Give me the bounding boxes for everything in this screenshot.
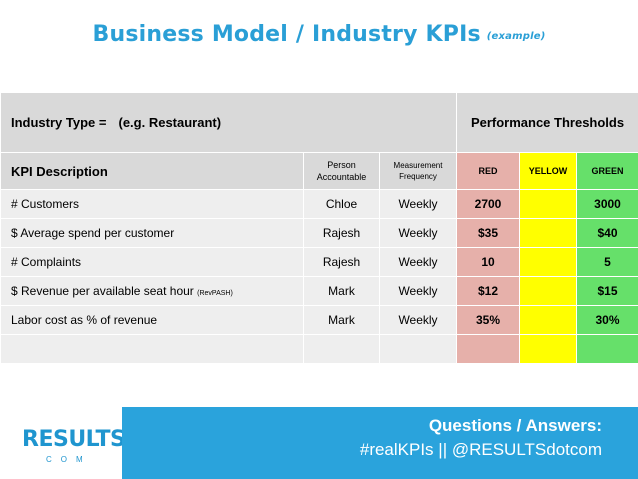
kpi-text: # Customers [11,197,80,211]
empty-cell-red [456,334,520,364]
column-kpi-description: KPI Description [0,152,304,190]
threshold-green: $40 [575,218,638,248]
threshold-red: $12 [456,276,520,306]
person-accountable: Chloe [303,189,380,219]
logo-wordmark: RESULTS [22,427,126,452]
industry-type-cell: Industry Type = (e.g. Restaurant) [0,92,457,153]
industry-value: (e.g. Restaurant) [118,115,222,130]
kpi-text: $ Revenue per available seat hour [11,284,194,298]
kpi-text: # Complaints [11,255,82,269]
person-accountable: Mark [303,305,380,335]
banner-line1: Questions / Answers: [428,416,602,435]
kpi-note: (RevPASH) [197,290,233,297]
empty-cell [303,334,380,364]
page-title: Business Model / Industry KPIs (example) [0,22,638,47]
title-text: Business Model / Industry KPIs [92,22,481,47]
empty-cell-green [575,334,638,364]
threshold-yellow [519,189,577,219]
kpi-description: $ Average spend per customer [0,218,304,248]
column-header-row: KPI Description Person Accountable Measu… [0,152,638,190]
logo-subtext: COM [46,455,92,464]
threshold-green: 30% [575,305,638,335]
threshold-green: 5 [575,247,638,277]
column-freq-line2: Frequency [399,172,437,181]
thresholds-header: Performance Thresholds [455,92,638,153]
column-green: GREEN [575,152,638,190]
table-row: Labor cost as % of revenue Mark Weekly 3… [0,305,638,335]
empty-cell [379,334,457,364]
empty-cell [0,334,304,364]
person-accountable: Rajesh [303,218,380,248]
person-accountable: Rajesh [303,247,380,277]
measurement-frequency: Weekly [379,247,457,277]
column-freq-line1: Measurement [393,161,443,170]
threshold-green: 3000 [575,189,638,219]
table-row: # Customers Chloe Weekly 2700 3000 [0,189,638,219]
table-row: # Complaints Rajesh Weekly 10 5 [0,247,638,277]
person-accountable: Mark [303,276,380,306]
table-row-empty [0,334,638,364]
column-person-line2: Accountable [316,172,367,182]
threshold-red: 10 [456,247,520,277]
empty-cell-yellow [519,334,577,364]
threshold-yellow [519,305,577,335]
threshold-green: $15 [575,276,638,306]
table-row: $ Revenue per available seat hour (RevPA… [0,276,638,306]
industry-label: Industry Type = [11,115,107,130]
kpi-description: # Complaints [0,247,304,277]
kpi-text: Labor cost as % of revenue [11,313,158,327]
kpi-text: $ Average spend per customer [11,226,175,240]
threshold-yellow [519,247,577,277]
measurement-frequency: Weekly [379,218,457,248]
kpi-description: $ Revenue per available seat hour (RevPA… [0,276,304,306]
kpi-table: Industry Type = (e.g. Restaurant) Perform… [0,92,638,364]
questions-banner: Questions / Answers: #realKPIs || @RESUL… [122,407,638,479]
measurement-frequency: Weekly [379,189,457,219]
kpi-description: Labor cost as % of revenue [0,305,304,335]
threshold-red: 35% [456,305,520,335]
column-red: RED [456,152,520,190]
column-yellow: YELLOW [519,152,577,190]
measurement-frequency: Weekly [379,276,457,306]
banner-line2: #realKPIs || @RESULTSdotcom [359,440,602,459]
threshold-red: $35 [456,218,520,248]
table-row: $ Average spend per customer Rajesh Week… [0,218,638,248]
measurement-frequency: Weekly [379,305,457,335]
column-measurement-frequency: Measurement Frequency [379,152,457,190]
column-person-line1: Person [327,160,356,170]
results-logo: RESULTS COM [0,407,126,479]
column-person-accountable: Person Accountable [303,152,380,190]
threshold-yellow [519,276,577,306]
threshold-red: 2700 [456,189,520,219]
table-header-row: Industry Type = (e.g. Restaurant) Perform… [0,92,638,153]
kpi-description: # Customers [0,189,304,219]
title-subtitle: (example) [486,31,546,42]
threshold-yellow [519,218,577,248]
